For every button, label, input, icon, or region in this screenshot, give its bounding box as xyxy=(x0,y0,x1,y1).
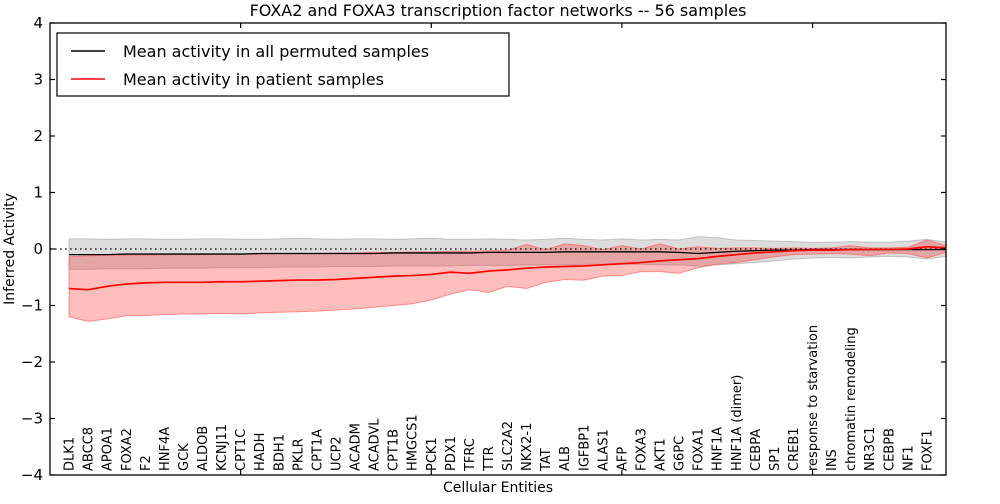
legend: Mean activity in all permuted samples Me… xyxy=(56,32,510,97)
x-category-label: ABCC8 xyxy=(82,427,97,471)
x-category-label: BDH1 xyxy=(272,434,287,471)
x-category-label: SP1 xyxy=(768,447,783,471)
x-category-label: KCNJ11 xyxy=(215,424,230,471)
x-category-label: FOXA3 xyxy=(634,428,649,471)
y-tick-label: −3 xyxy=(21,410,43,428)
x-category-label: PDX1 xyxy=(444,436,459,471)
y-tick-label: 4 xyxy=(33,14,43,32)
x-category-label: IGFBP1 xyxy=(577,425,592,471)
x-category-label: ALDOB xyxy=(196,426,211,471)
x-category-label: FOXA2 xyxy=(120,428,135,471)
x-category-label: CEBPB xyxy=(882,428,897,471)
x-category-label: CPT1B xyxy=(387,429,402,471)
series-lines xyxy=(69,245,947,291)
patient-mean-line xyxy=(69,245,947,291)
x-category-label: ACADM xyxy=(349,423,364,471)
x-category-label: HNF4A xyxy=(158,427,173,471)
x-category-label: PKLR xyxy=(291,438,306,471)
x-category-label: G6PC xyxy=(673,436,688,471)
y-tick-label: 2 xyxy=(33,127,43,145)
x-category-label: HMGCS1 xyxy=(406,414,421,471)
x-category-label: AKT1 xyxy=(654,438,669,471)
x-category-label: HNF1A (dimer) xyxy=(730,375,745,471)
x-category-label: PCK1 xyxy=(425,437,440,471)
y-tick-label: 0 xyxy=(33,240,43,258)
x-category-label: HADH xyxy=(253,433,268,471)
x-category-label: HNF1A xyxy=(711,427,726,471)
x-category-label: AFP xyxy=(615,447,630,471)
x-category-label: ACADVL xyxy=(368,418,383,471)
x-category-label: F2 xyxy=(139,455,154,471)
x-category-label: SLC2A2 xyxy=(501,421,516,471)
x-category-label: ALB xyxy=(558,446,573,471)
legend-box xyxy=(56,32,510,97)
x-category-label: response to starvation xyxy=(806,325,821,471)
chart-title: FOXA2 and FOXA3 transcription factor net… xyxy=(250,1,747,20)
x-category-label: GCK xyxy=(177,443,192,471)
y-tick-label: 1 xyxy=(33,184,43,202)
x-category-label: CEBPA xyxy=(749,429,764,471)
x-category-label: FOXA1 xyxy=(692,428,707,471)
x-category-label: APOA1 xyxy=(101,427,116,471)
x-category-label: CPT1C xyxy=(234,429,249,471)
x-category-label: NR3C1 xyxy=(863,427,878,471)
y-axis-label: Inferred Activity xyxy=(2,193,18,305)
x-category-label: INS xyxy=(825,449,840,471)
y-tick-label: 3 xyxy=(33,71,43,89)
y-tick-labels: 4 3 2 1 0 −1 −2 −3 −4 xyxy=(21,14,43,484)
x-category-label: NF1 xyxy=(901,446,916,471)
x-category-label: TAT xyxy=(539,448,554,472)
x-axis-label: Cellular Entities xyxy=(443,480,553,496)
x-category-label: TTR xyxy=(482,446,497,472)
x-category-label: UCP2 xyxy=(329,436,344,471)
legend-label-permuted: Mean activity in all permuted samples xyxy=(123,42,429,61)
x-category-label: CREB1 xyxy=(787,427,802,471)
x-category-label: FOXF1 xyxy=(920,429,935,471)
legend-label-patient: Mean activity in patient samples xyxy=(123,70,384,89)
x-category-label: ALAS1 xyxy=(596,429,611,471)
y-tick-label: −1 xyxy=(21,297,43,315)
x-category-label: NKX2-1 xyxy=(520,423,535,471)
y-tick-label: −4 xyxy=(21,466,43,484)
x-category-label: DLK1 xyxy=(63,437,78,471)
x-category-label: TFRC xyxy=(463,438,478,472)
x-category-label: chromatin remodeling xyxy=(844,327,859,471)
x-category-label: CPT1A xyxy=(310,429,325,471)
y-tick-label: −2 xyxy=(21,353,43,371)
axis-ticks xyxy=(50,22,946,476)
x-category-labels: DLK1 ABCC8 APOA1 FOXA2 F2 HNF4A GCK ALDOB KCNJ11… xyxy=(63,325,936,472)
